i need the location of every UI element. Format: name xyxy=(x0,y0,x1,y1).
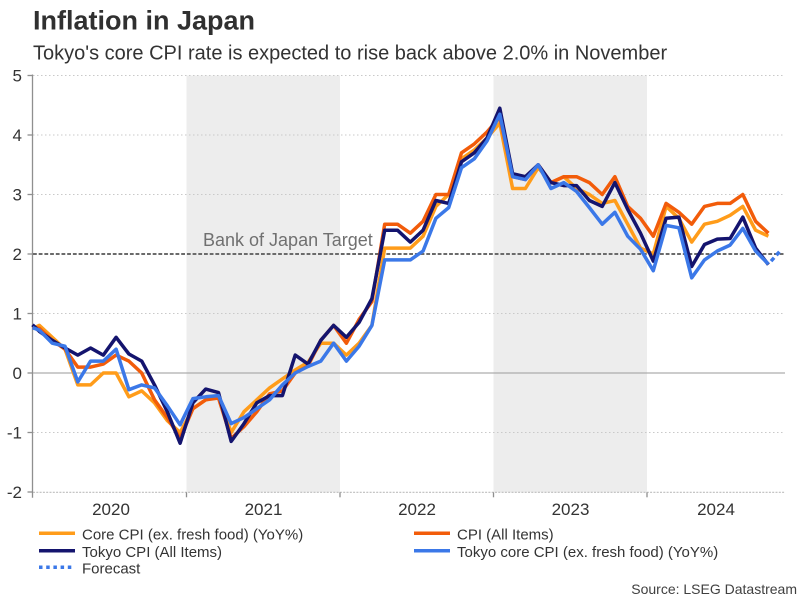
svg-text:Source: LSEG Datastream: Source: LSEG Datastream xyxy=(631,581,797,597)
svg-text:2022: 2022 xyxy=(398,500,436,519)
svg-text:-1: -1 xyxy=(7,424,22,443)
svg-text:2: 2 xyxy=(13,245,22,264)
svg-text:2024: 2024 xyxy=(697,500,735,519)
svg-text:-2: -2 xyxy=(7,483,22,502)
svg-text:0: 0 xyxy=(13,364,22,383)
svg-text:Tokyo core CPI (ex. fresh food: Tokyo core CPI (ex. fresh food) (YoY%) xyxy=(457,544,718,561)
svg-text:Tokyo's core CPI rate is expec: Tokyo's core CPI rate is expected to ris… xyxy=(33,43,667,65)
svg-text:Inflation in Japan: Inflation in Japan xyxy=(33,6,255,36)
svg-text:Core CPI (ex. fresh food) (YoY: Core CPI (ex. fresh food) (YoY%) xyxy=(82,527,303,544)
svg-text:2023: 2023 xyxy=(552,500,590,519)
svg-text:Forecast: Forecast xyxy=(82,561,141,578)
svg-text:2020: 2020 xyxy=(92,500,130,519)
svg-text:2021: 2021 xyxy=(245,500,283,519)
svg-text:CPI (All Items): CPI (All Items) xyxy=(457,527,554,544)
svg-text:1: 1 xyxy=(13,305,22,324)
svg-text:4: 4 xyxy=(13,126,22,145)
svg-text:5: 5 xyxy=(13,67,22,86)
svg-text:Bank of Japan Target: Bank of Japan Target xyxy=(203,230,373,250)
svg-text:3: 3 xyxy=(13,186,22,205)
svg-text:Tokyo CPI (All Items): Tokyo CPI (All Items) xyxy=(82,544,222,561)
